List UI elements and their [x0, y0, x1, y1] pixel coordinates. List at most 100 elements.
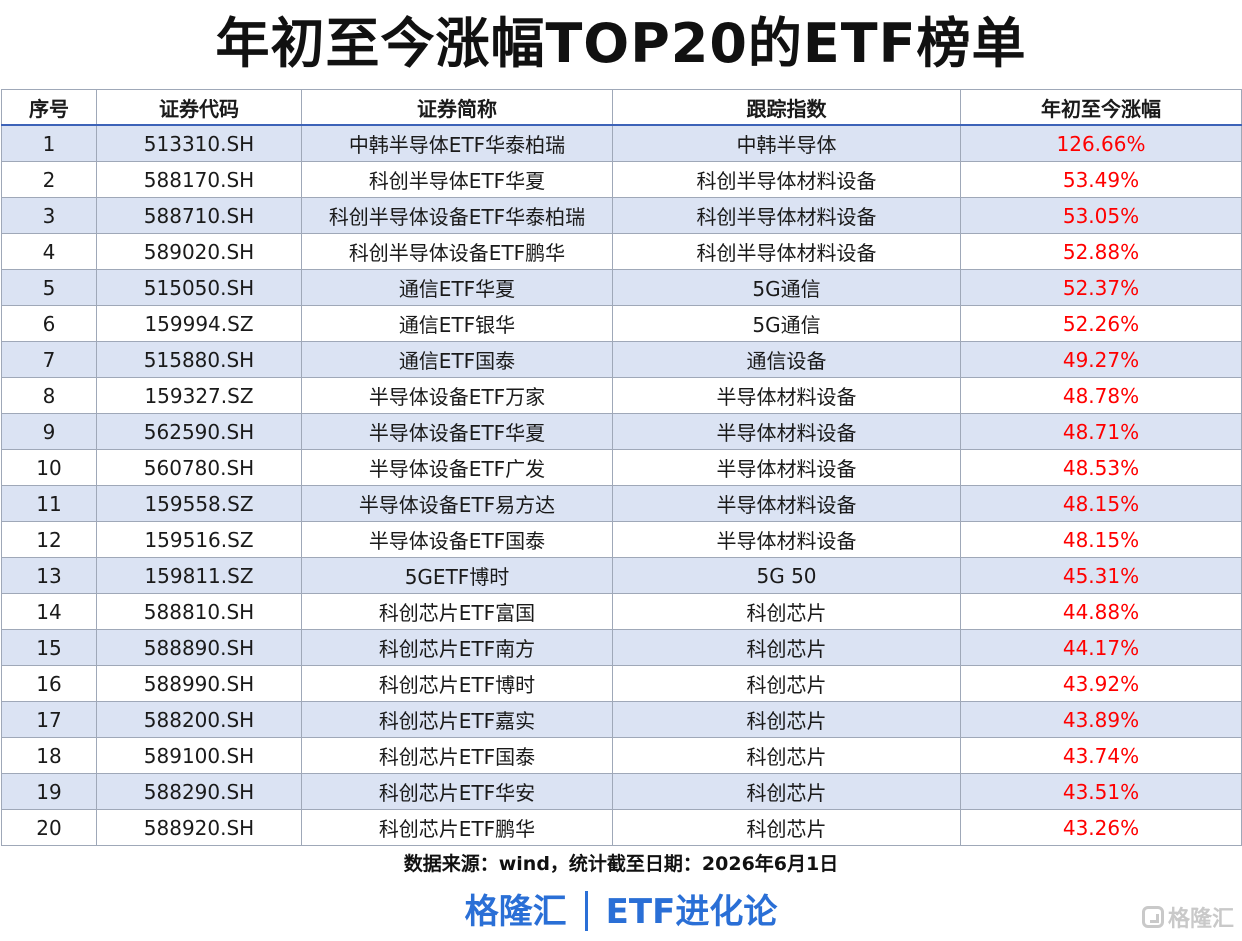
brand-divider — [584, 890, 588, 931]
ytd-gain: 43.89% — [960, 701, 1242, 738]
table-row: 16 588990.SH 科创芯片ETF博时 科创芯片 43.92% — [1, 665, 1242, 702]
row-rank: 10 — [1, 449, 97, 486]
table-row: 19 588290.SH 科创芯片ETF华安 科创芯片 43.51% — [1, 773, 1242, 810]
brand-column-name: ETF进化论 — [605, 892, 778, 932]
tracking-index: 科创半导体材料设备 — [612, 197, 961, 234]
ytd-gain: 48.53% — [960, 449, 1242, 486]
tracking-index: 科创芯片 — [612, 737, 961, 774]
tracking-index: 5G通信 — [612, 305, 961, 342]
security-name: 半导体设备ETF万家 — [301, 377, 613, 414]
column-header-name: 证券简称 — [301, 89, 613, 126]
security-code: 515050.SH — [96, 269, 302, 306]
tracking-index: 科创芯片 — [612, 665, 961, 702]
table-row: 7 515880.SH 通信ETF国泰 通信设备 49.27% — [1, 341, 1242, 378]
ytd-gain: 53.05% — [960, 197, 1242, 234]
security-code: 588170.SH — [96, 161, 302, 198]
etf-ranking-table: 序号 证券代码 证券简称 跟踪指数 年初至今涨幅 1 513310.SH 中韩半导体… — [1, 89, 1242, 846]
ytd-gain: 48.15% — [960, 485, 1242, 522]
watermark: 格隆汇 — [1141, 901, 1234, 933]
security-name: 科创芯片ETF鹏华 — [301, 809, 613, 846]
table-row: 11 159558.SZ 半导体设备ETF易方达 半导体材料设备 48.15% — [1, 485, 1242, 522]
row-rank: 14 — [1, 593, 97, 630]
row-rank: 1 — [1, 124, 97, 162]
row-rank: 11 — [1, 485, 97, 522]
tracking-index: 5G 50 — [612, 557, 961, 594]
row-rank: 16 — [1, 665, 97, 702]
tracking-index: 中韩半导体 — [612, 124, 961, 162]
ytd-gain: 126.66% — [960, 124, 1242, 162]
row-rank: 2 — [1, 161, 97, 198]
ytd-gain: 52.37% — [960, 269, 1242, 306]
tracking-index: 半导体材料设备 — [612, 485, 961, 522]
row-rank: 6 — [1, 305, 97, 342]
row-rank: 20 — [1, 809, 97, 846]
table-row: 13 159811.SZ 5GETF博时 5G 50 45.31% — [1, 557, 1242, 594]
ytd-gain: 43.92% — [960, 665, 1242, 702]
table-row: 5 515050.SH 通信ETF华夏 5G通信 52.37% — [1, 269, 1242, 306]
security-code: 588200.SH — [96, 701, 302, 738]
security-code: 588290.SH — [96, 773, 302, 810]
row-rank: 9 — [1, 413, 97, 450]
data-source-note: 数据来源：wind，统计截至日期：2026年6月1日 — [403, 853, 839, 875]
security-code: 588710.SH — [96, 197, 302, 234]
tracking-index: 半导体材料设备 — [612, 521, 961, 558]
tracking-index: 半导体材料设备 — [612, 377, 961, 414]
watermark-text: 格隆汇 — [1167, 907, 1234, 932]
security-name: 科创芯片ETF华安 — [301, 773, 613, 810]
security-name: 科创芯片ETF国泰 — [301, 737, 613, 774]
ytd-gain: 45.31% — [960, 557, 1242, 594]
table-row: 10 560780.SH 半导体设备ETF广发 半导体材料设备 48.53% — [1, 449, 1242, 486]
page-title: 年初至今涨幅TOP20的ETF榜单 — [215, 12, 1027, 75]
ytd-gain: 52.26% — [960, 305, 1242, 342]
security-code: 562590.SH — [96, 413, 302, 450]
security-code: 589020.SH — [96, 233, 302, 270]
table-row: 2 588170.SH 科创半导体ETF华夏 科创半导体材料设备 53.49% — [1, 161, 1242, 198]
security-name: 科创半导体ETF华夏 — [301, 161, 613, 198]
tracking-index: 5G通信 — [612, 269, 961, 306]
brand-footer: 格隆汇 ETF进化论 — [0, 884, 1242, 934]
security-name: 科创芯片ETF嘉实 — [301, 701, 613, 738]
table-row: 6 159994.SZ 通信ETF银华 5G通信 52.26% — [1, 305, 1242, 342]
security-code: 588920.SH — [96, 809, 302, 846]
column-header-rank: 序号 — [1, 89, 97, 126]
tracking-index: 科创芯片 — [612, 593, 961, 630]
table-row: 18 589100.SH 科创芯片ETF国泰 科创芯片 43.74% — [1, 737, 1242, 774]
security-name: 通信ETF华夏 — [301, 269, 613, 306]
row-rank: 19 — [1, 773, 97, 810]
security-name: 半导体设备ETF广发 — [301, 449, 613, 486]
ytd-gain: 48.71% — [960, 413, 1242, 450]
brand-name: 格隆汇 — [464, 892, 567, 932]
row-rank: 15 — [1, 629, 97, 666]
security-code: 588890.SH — [96, 629, 302, 666]
table-row: 14 588810.SH 科创芯片ETF富国 科创芯片 44.88% — [1, 593, 1242, 630]
table-row: 1 513310.SH 中韩半导体ETF华泰柏瑞 中韩半导体 126.66% — [1, 124, 1242, 162]
row-rank: 3 — [1, 197, 97, 234]
row-rank: 17 — [1, 701, 97, 738]
table-row: 4 589020.SH 科创半导体设备ETF鹏华 科创半导体材料设备 52.88% — [1, 233, 1242, 270]
security-code: 159327.SZ — [96, 377, 302, 414]
ytd-gain: 48.78% — [960, 377, 1242, 414]
row-rank: 8 — [1, 377, 97, 414]
row-rank: 5 — [1, 269, 97, 306]
row-rank: 4 — [1, 233, 97, 270]
tracking-index: 科创芯片 — [612, 773, 961, 810]
column-header-gain: 年初至今涨幅 — [960, 89, 1242, 126]
ytd-gain: 43.51% — [960, 773, 1242, 810]
tracking-index: 科创半导体材料设备 — [612, 233, 961, 270]
tracking-index: 科创芯片 — [612, 701, 961, 738]
column-header-code: 证券代码 — [96, 89, 302, 126]
security-name: 半导体设备ETF华夏 — [301, 413, 613, 450]
table-row: 17 588200.SH 科创芯片ETF嘉实 科创芯片 43.89% — [1, 701, 1242, 738]
table-row: 20 588920.SH 科创芯片ETF鹏华 科创芯片 43.26% — [1, 809, 1242, 846]
table-row: 8 159327.SZ 半导体设备ETF万家 半导体材料设备 48.78% — [1, 377, 1242, 414]
security-name: 科创芯片ETF南方 — [301, 629, 613, 666]
tracking-index: 科创芯片 — [612, 809, 961, 846]
tracking-index: 科创芯片 — [612, 629, 961, 666]
ytd-gain: 49.27% — [960, 341, 1242, 378]
ytd-gain: 44.88% — [960, 593, 1242, 630]
table-row: 9 562590.SH 半导体设备ETF华夏 半导体材料设备 48.71% — [1, 413, 1242, 450]
security-code: 588810.SH — [96, 593, 302, 630]
security-code: 588990.SH — [96, 665, 302, 702]
row-rank: 13 — [1, 557, 97, 594]
tracking-index: 通信设备 — [612, 341, 961, 378]
